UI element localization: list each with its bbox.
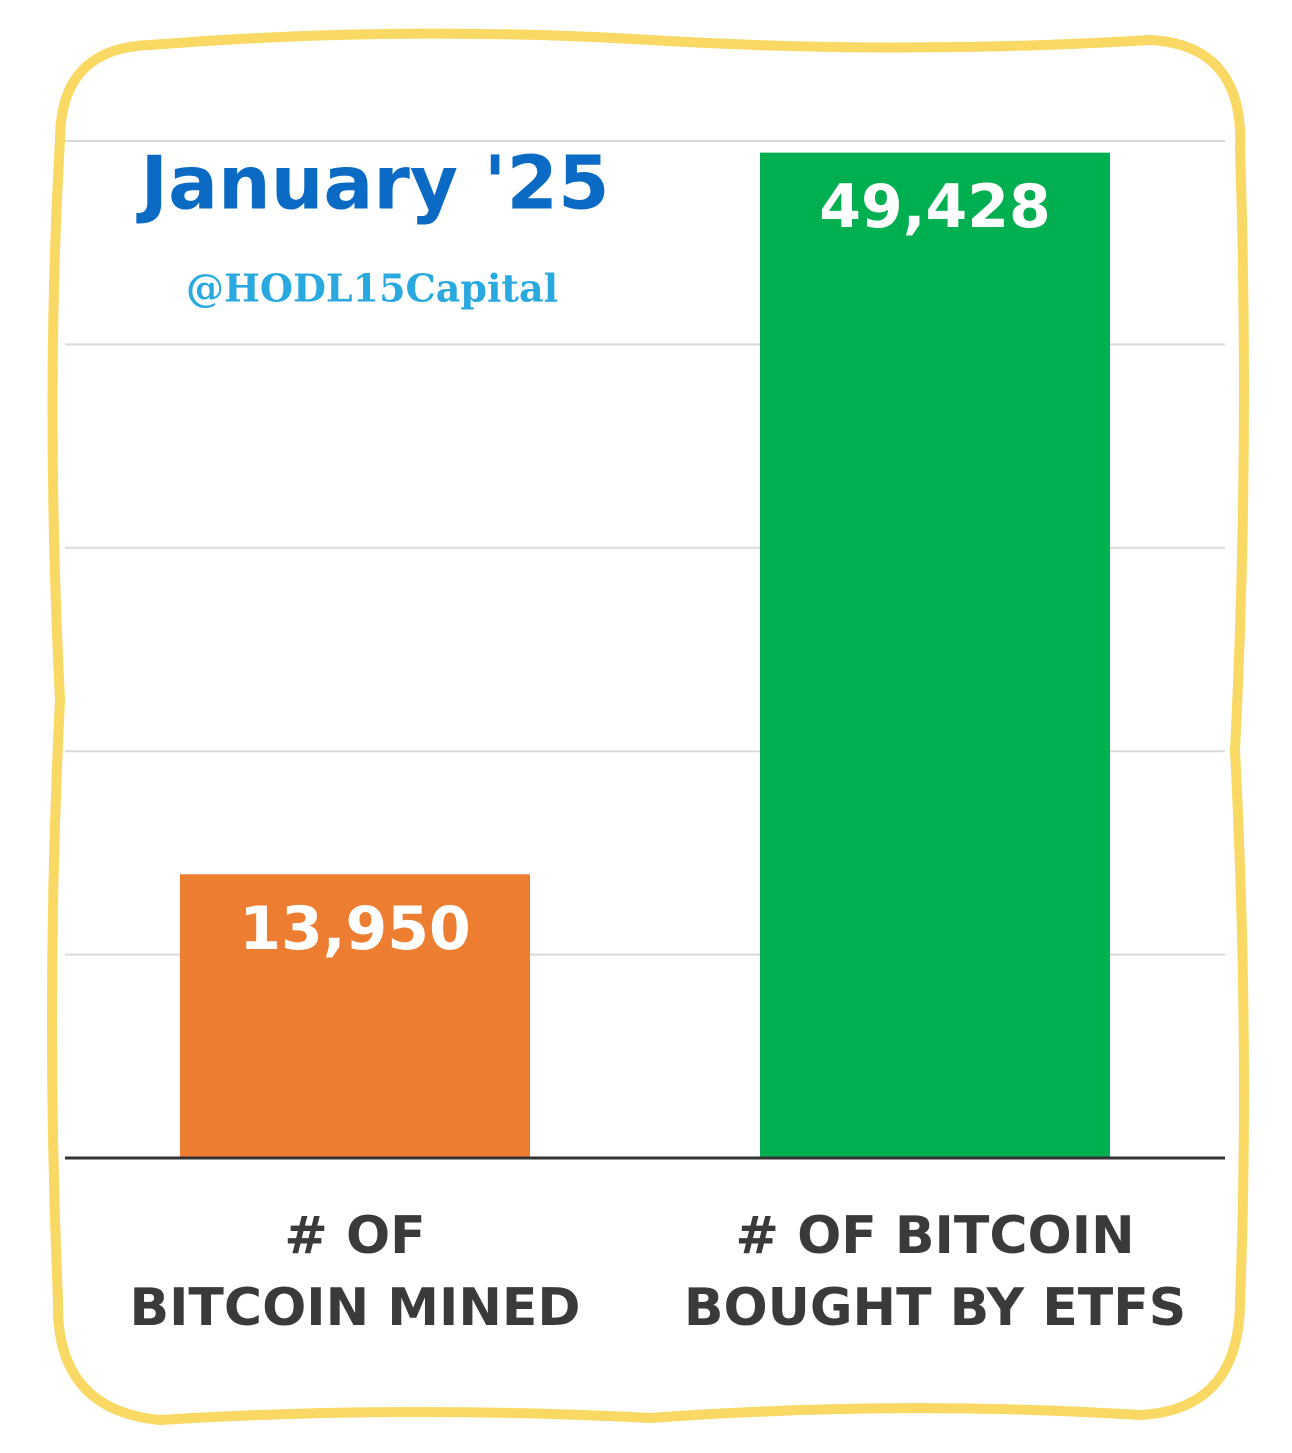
chart-subtitle: @HODL15Capital <box>186 266 558 311</box>
value-label: 13,950 <box>239 894 471 964</box>
frame <box>46 28 1249 1426</box>
x-tick-label: # OF BITCOIN MINED <box>129 1206 581 1338</box>
bar <box>180 874 530 1158</box>
value-label: 49,428 <box>819 172 1051 242</box>
bar <box>760 152 1110 1159</box>
chart-title: January '25 <box>136 141 610 227</box>
x-tick-label: # OF BITCOIN BOUGHT BY ETFS <box>683 1206 1187 1338</box>
